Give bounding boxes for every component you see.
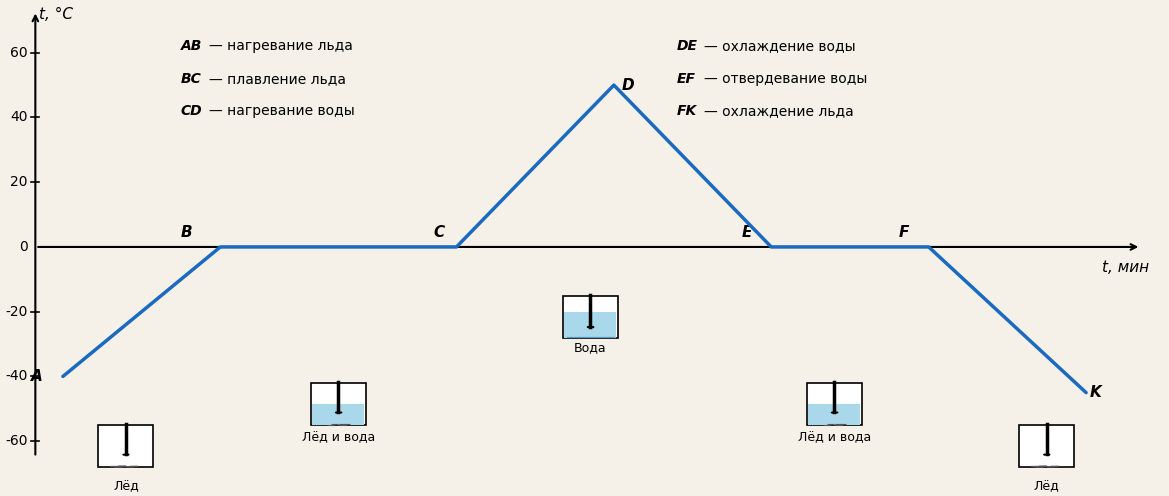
Text: A: A: [32, 369, 43, 384]
Text: 60: 60: [9, 46, 28, 60]
Text: D: D: [622, 77, 635, 93]
Text: — плавление льда: — плавление льда: [208, 71, 346, 86]
Text: Вода: Вода: [574, 341, 607, 354]
Text: Лёд и вода: Лёд и вода: [302, 432, 375, 444]
Text: C: C: [434, 226, 444, 241]
Text: E: E: [741, 226, 752, 241]
Text: BC: BC: [181, 71, 202, 86]
Bar: [312, 404, 365, 425]
Text: DE: DE: [677, 39, 698, 53]
FancyBboxPatch shape: [98, 425, 153, 467]
Text: -20: -20: [5, 305, 28, 319]
Text: t, мин: t, мин: [1102, 260, 1149, 275]
Text: — отвердевание воды: — отвердевание воды: [705, 71, 867, 86]
Text: EF: EF: [677, 71, 696, 86]
FancyBboxPatch shape: [311, 383, 366, 425]
Text: — нагревание льда: — нагревание льда: [208, 39, 352, 53]
Text: AB: AB: [181, 39, 202, 53]
Text: 0: 0: [19, 240, 28, 254]
Text: K: K: [1090, 385, 1102, 400]
Text: Лёд: Лёд: [113, 480, 139, 493]
Text: F: F: [899, 226, 909, 241]
Text: 40: 40: [11, 111, 28, 124]
Bar: [808, 404, 860, 425]
Text: — нагревание воды: — нагревание воды: [208, 104, 354, 118]
FancyBboxPatch shape: [1019, 425, 1074, 467]
Text: -40: -40: [5, 370, 28, 383]
Text: t, °C: t, °C: [40, 7, 74, 22]
Text: -60: -60: [5, 434, 28, 448]
Text: — охлаждение льда: — охлаждение льда: [705, 104, 855, 118]
Text: — охлаждение воды: — охлаждение воды: [705, 39, 856, 53]
FancyBboxPatch shape: [807, 383, 862, 425]
Bar: [565, 312, 616, 338]
Text: CD: CD: [181, 104, 202, 118]
Text: Лёд: Лёд: [1033, 480, 1059, 493]
FancyBboxPatch shape: [562, 296, 617, 338]
Text: FK: FK: [677, 104, 697, 118]
Text: B: B: [181, 226, 193, 241]
Text: 20: 20: [11, 175, 28, 189]
Text: Лёд и вода: Лёд и вода: [797, 432, 871, 444]
